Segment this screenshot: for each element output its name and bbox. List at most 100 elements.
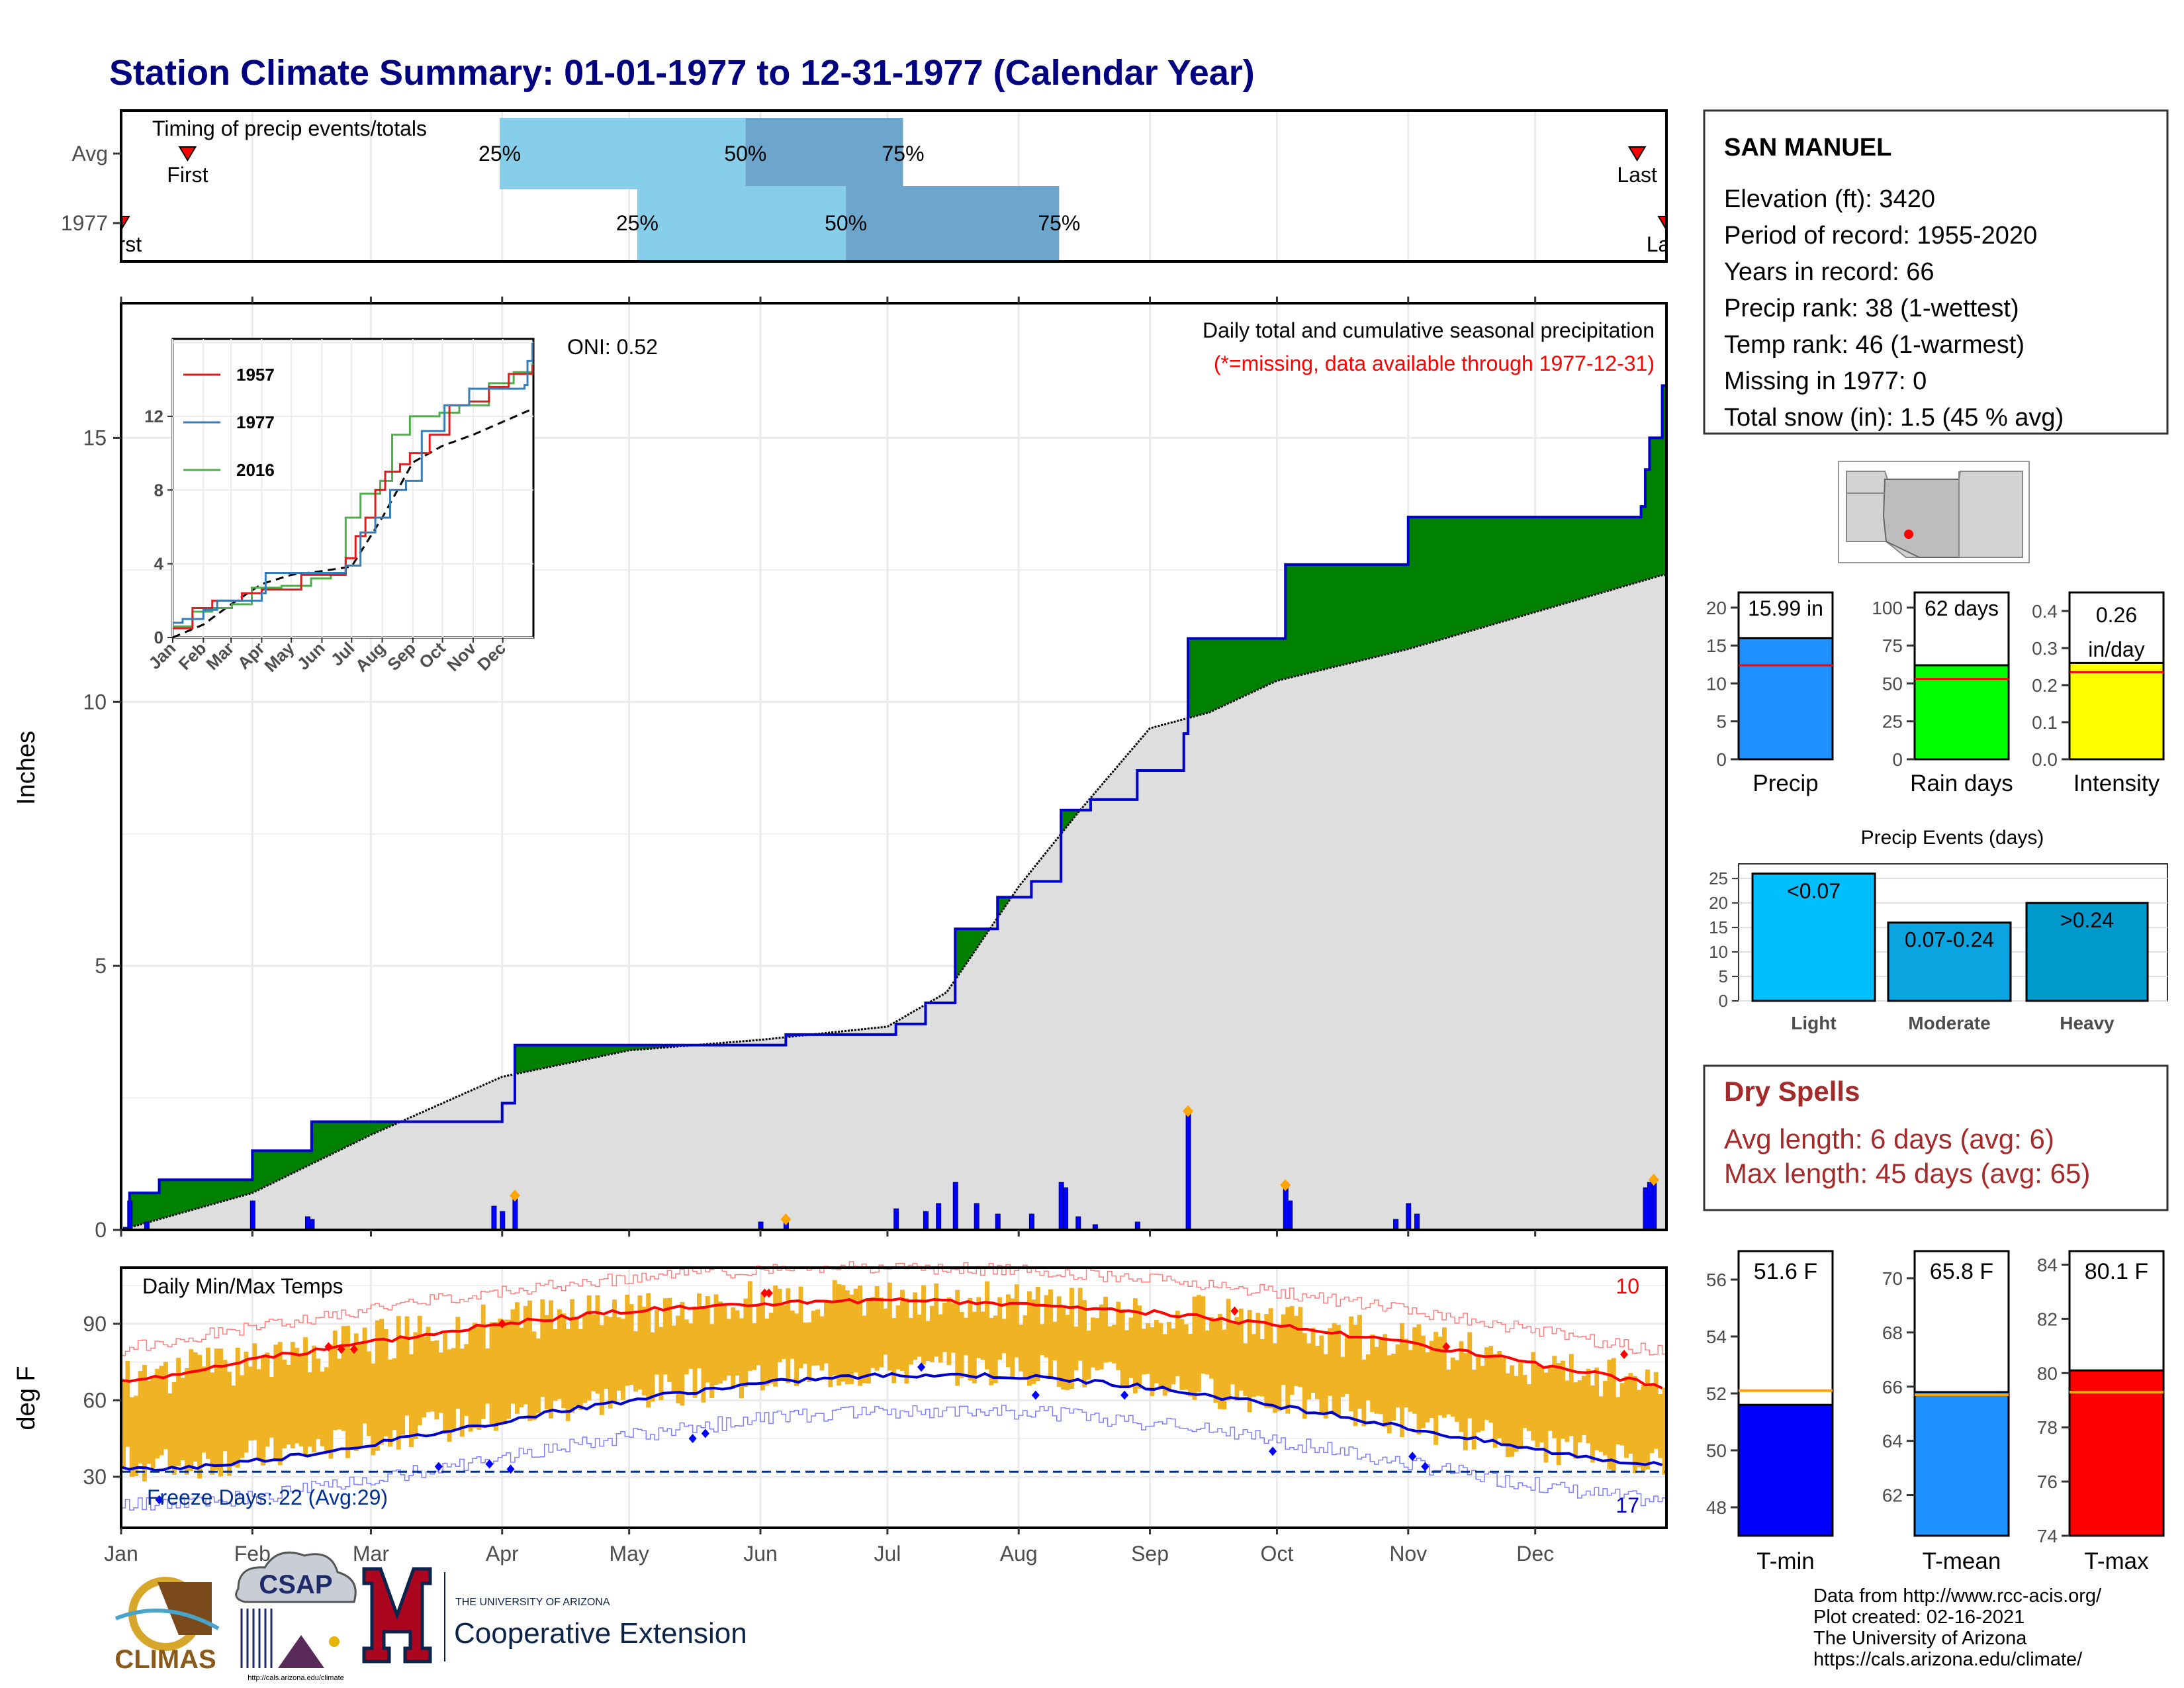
above-avg-fill [1594, 517, 1600, 595]
daily-temp-bar [328, 1344, 334, 1459]
daily-temp-bar [895, 1305, 901, 1370]
daily-temp-bar [768, 1313, 774, 1384]
daily-temp-bar [1603, 1380, 1608, 1456]
daily-temp-bar [828, 1302, 833, 1387]
precip-y-axis-label: Inches [13, 731, 40, 805]
daily-temp-bar [1577, 1380, 1582, 1442]
above-avg-fill [578, 1045, 583, 1061]
stat-value-label: 15.99 in [1748, 596, 1823, 620]
daily-temp-bar [358, 1341, 363, 1447]
record-low-marker [1120, 1390, 1129, 1400]
daily-temp-bar [1158, 1323, 1163, 1387]
daily-temp-bar [1175, 1311, 1180, 1376]
stat-tick: 0.1 [2032, 712, 2058, 733]
y-tick-label: 30 [83, 1465, 107, 1489]
above-avg-fill [1065, 810, 1070, 829]
daily-temp-bar [1294, 1315, 1298, 1386]
above-avg-fill [574, 1045, 579, 1062]
above-avg-fill [1556, 517, 1561, 606]
temp-stat-t-mean: 62 64 66 68 70 65.8 F T-mean [1882, 1250, 2010, 1574]
daily-temp-bar [1412, 1327, 1418, 1414]
above-avg-fill [1433, 517, 1439, 642]
daily-temp-bar [1649, 1383, 1655, 1454]
above-avg-fill [1565, 517, 1570, 604]
above-avg-fill [345, 1121, 351, 1148]
temp-stat-tick: 56 [1706, 1270, 1727, 1290]
y-tick-label: 5 [95, 954, 107, 978]
daily-temp-bar [964, 1317, 968, 1356]
above-avg-fill [650, 1045, 655, 1049]
timing-bar-25-50 [500, 118, 746, 189]
temp-stat-t-max: 74 76 78 80 82 84 80.1 F T-max [2037, 1250, 2165, 1574]
daily-temp-bar [1569, 1354, 1574, 1436]
station-info-box: SAN MANUEL Elevation (ft): 3420 Period of … [1703, 109, 2169, 435]
daily-temp-bar [735, 1310, 740, 1376]
daily-temp-bar [1374, 1346, 1379, 1414]
daily-temp-bar [1416, 1324, 1422, 1434]
above-avg-fill [1264, 638, 1269, 687]
above-avg-fill [976, 929, 981, 949]
above-avg-fill [392, 1121, 397, 1126]
y-tick-label: 0 [95, 1218, 107, 1242]
daily-temp-bar [722, 1304, 727, 1381]
dry-spells-frame [1703, 1064, 2169, 1211]
above-avg-fill [1395, 564, 1400, 653]
daily-temp-bar [345, 1325, 350, 1458]
above-avg-fill [659, 1045, 664, 1049]
daily-temp-bar [1370, 1334, 1375, 1413]
daily-temp-bar [1230, 1323, 1235, 1385]
month-tick-label: May [609, 1542, 649, 1566]
stat-axis-label: Precip [1752, 771, 1818, 796]
daily-temp-bar [1556, 1363, 1561, 1466]
daily-temp-bar [549, 1300, 554, 1419]
daily-temp-bar [1637, 1389, 1642, 1468]
daily-temp-bar [184, 1368, 189, 1475]
daily-temp-bar [277, 1342, 283, 1466]
daily-temp-bar [1565, 1380, 1570, 1442]
above-avg-fill [189, 1180, 194, 1211]
month-tick-label: Sep [1131, 1542, 1169, 1566]
precip-panel-frame [120, 302, 1668, 1231]
above-avg-fill [1518, 517, 1524, 618]
daily-temp-bar [557, 1309, 562, 1399]
daily-temp-bar [1273, 1343, 1277, 1413]
temp-stat-tick: 70 [1882, 1268, 1903, 1289]
above-avg-fill [1590, 517, 1595, 596]
legend-label: 1977 [236, 412, 275, 432]
temp-stat-t-min: 48 50 52 54 56 51.6 F T-min [1706, 1250, 1834, 1574]
daily-temp-bar [756, 1305, 761, 1366]
daily-temp-bar [514, 1302, 520, 1414]
above-avg-fill [1365, 564, 1371, 659]
station-info-line: Precip rank: 38 (1-wettest) [1724, 295, 2019, 322]
above-avg-fill [591, 1045, 596, 1058]
daily-temp-bar [972, 1311, 977, 1383]
temp-stat-bar [1737, 1403, 1834, 1537]
above-avg-fill [1310, 564, 1316, 673]
above-avg-fill [616, 1045, 621, 1053]
timing-pct-label: 75% [882, 142, 924, 165]
daily-temp-bar [739, 1318, 744, 1399]
above-avg-fill [277, 1150, 283, 1181]
dry-spells-title: Dry Spells [1724, 1076, 1860, 1107]
above-avg-fill [265, 1150, 270, 1187]
daily-temp-bar [1336, 1325, 1341, 1417]
daily-temp-bar [713, 1294, 719, 1385]
daily-temp-bar [1310, 1327, 1316, 1393]
daily-temp-bar [1323, 1354, 1328, 1419]
record-precip-marker [509, 1190, 520, 1202]
daily-temp-bar [1124, 1330, 1130, 1386]
daily-temp-bar [273, 1344, 279, 1459]
csap-mountain-icon [278, 1635, 324, 1668]
last-label: Last [1617, 163, 1657, 187]
daily-temp-bar [837, 1284, 842, 1385]
above-avg-fill [201, 1180, 206, 1207]
avg-cumulative-area [121, 575, 1666, 1230]
above-avg-fill [1243, 638, 1248, 697]
above-avg-fill [218, 1180, 224, 1203]
daily-temp-bar [1103, 1296, 1109, 1363]
above-avg-fill [337, 1121, 342, 1152]
daily-temp-bar [1222, 1329, 1227, 1410]
above-avg-fill [388, 1121, 393, 1128]
credit-line: https://cals.arizona.edu/climate/ [1813, 1649, 2083, 1670]
daily-temp-bar [1052, 1321, 1058, 1361]
